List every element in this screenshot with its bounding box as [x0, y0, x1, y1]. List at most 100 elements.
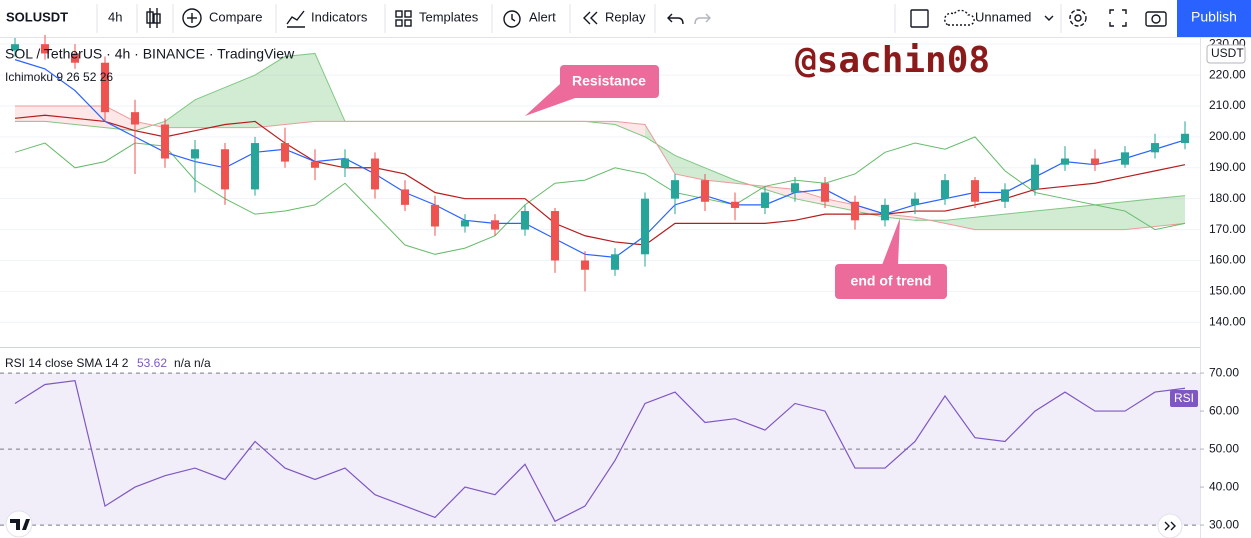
symbol[interactable]: SOLUSDT: [6, 9, 68, 24]
redo-icon[interactable]: [694, 13, 711, 25]
candle-body: [581, 260, 589, 270]
candle-body: [611, 254, 619, 270]
interval[interactable]: 4h: [108, 9, 122, 24]
conversion-line: [14, 59, 1186, 259]
cloud-segment: [1125, 198, 1155, 230]
rsi-line: [14, 380, 1186, 523]
fullscreen-icon[interactable]: [1109, 9, 1127, 27]
candle-body: [791, 183, 799, 193]
y-tick-label: 60.00: [1209, 403, 1239, 417]
y-tick-label: 160.00: [1209, 253, 1246, 267]
candle-body: [281, 143, 289, 162]
cloud-segment: [975, 214, 1005, 230]
currency-badge[interactable]: [1206, 44, 1246, 64]
settings-icon[interactable]: [1069, 9, 1087, 27]
cloud-segment: [255, 56, 285, 128]
callout-text: Resistance: [572, 73, 646, 89]
candle-body: [1001, 189, 1009, 202]
candle-body: [1121, 152, 1129, 165]
replay-button[interactable]: Replay: [605, 9, 646, 24]
candle-body: [341, 158, 349, 168]
compare-icon[interactable]: [182, 8, 202, 28]
candle-body: [491, 220, 499, 230]
candle-body: [641, 198, 649, 255]
layout-menu-chevron[interactable]: [1044, 15, 1054, 21]
rsi-badge-bg: [1170, 390, 1198, 407]
candle-body: [551, 211, 559, 261]
y-tick-label: 40.00: [1209, 479, 1239, 493]
y-tick-label: 220.00: [1209, 67, 1246, 81]
screenshot-icon[interactable]: [1145, 11, 1167, 27]
candle-body: [431, 204, 439, 227]
candle-body: [161, 124, 169, 159]
cloud-segment: [945, 217, 975, 230]
indicators-button[interactable]: Indicators: [311, 9, 368, 24]
tradingview-logo[interactable]: [5, 510, 33, 538]
callout-tail: [882, 218, 900, 265]
y-tick-label: 50.00: [1209, 441, 1239, 455]
scroll-right-button[interactable]: [1157, 513, 1183, 538]
rsi-na: n/a n/a: [174, 356, 211, 370]
cloud-segment: [225, 75, 255, 128]
candle-body: [521, 211, 529, 230]
templates-icon[interactable]: [395, 10, 412, 27]
publish-button-bg[interactable]: [1177, 0, 1251, 37]
candle-body: [461, 220, 469, 227]
cloud-segment: [1005, 211, 1035, 230]
candle-body: [701, 180, 709, 202]
compare-button[interactable]: Compare: [209, 9, 262, 24]
candle-body: [881, 204, 889, 221]
candle-body: [221, 149, 229, 190]
alert-button[interactable]: Alert: [529, 9, 556, 24]
span-a-line: [15, 52, 1186, 221]
cloud-segment: [1035, 207, 1065, 230]
indicators-icon[interactable]: [286, 10, 305, 28]
candle-body: [71, 53, 79, 63]
candle-body: [191, 149, 199, 159]
cloud-icon[interactable]: [944, 9, 975, 26]
cloud-segment: [705, 167, 735, 184]
candle-body: [311, 161, 319, 168]
cloud-segment: [1095, 201, 1125, 230]
undo-icon[interactable]: [667, 13, 684, 25]
toolbar: SOLUSDT 4h Compare Indicators Templates …: [0, 0, 1251, 38]
candle-body: [1031, 164, 1039, 190]
chart-type-icon[interactable]: [146, 8, 161, 28]
rsi-badge: RSI: [1174, 391, 1194, 405]
base-line: [14, 114, 1186, 246]
y-tick-label: 180.00: [1209, 191, 1246, 205]
y-tick-label: 210.00: [1209, 98, 1246, 112]
candle-body: [971, 180, 979, 202]
cloud-segment: [795, 189, 825, 205]
layout-icon[interactable]: [910, 9, 929, 28]
callout-text: end of trend: [851, 273, 932, 289]
cloud-segment: [15, 105, 45, 122]
end-of-trend-callout: end of trend: [835, 218, 947, 299]
y-tick-label: 140.00: [1209, 314, 1246, 328]
replay-icon[interactable]: [583, 11, 598, 25]
rsi-legend: RSI 14 close SMA 14 2: [5, 356, 129, 370]
layout-name[interactable]: Unnamed: [975, 9, 1031, 24]
cloud-segment: [885, 214, 915, 221]
currency[interactable]: USDT: [1211, 46, 1244, 60]
candle-body: [11, 44, 19, 51]
callout-box: [560, 65, 659, 98]
symbol-legend: SOL / TetherUS · 4h · BINANCE · TradingV…: [5, 46, 295, 62]
cloud-segment: [615, 121, 645, 137]
callout-box: [835, 264, 947, 299]
candle-body: [101, 62, 109, 113]
resistance-callout: Resistance: [525, 65, 659, 116]
y-tick-label: 70.00: [1209, 365, 1239, 379]
cloud-segment: [75, 105, 105, 128]
templates-button[interactable]: Templates: [419, 9, 479, 24]
candle-body: [371, 158, 379, 190]
alert-icon[interactable]: [503, 10, 521, 28]
candle-body: [731, 201, 739, 208]
candle-body: [131, 112, 139, 125]
cloud-segment: [165, 99, 195, 128]
rsi-last-value: 53.62: [137, 356, 167, 370]
candle-body: [911, 198, 919, 205]
cloud-segment: [675, 155, 705, 181]
publish-button[interactable]: Publish: [1191, 9, 1237, 25]
cloud-segment: [45, 105, 75, 125]
